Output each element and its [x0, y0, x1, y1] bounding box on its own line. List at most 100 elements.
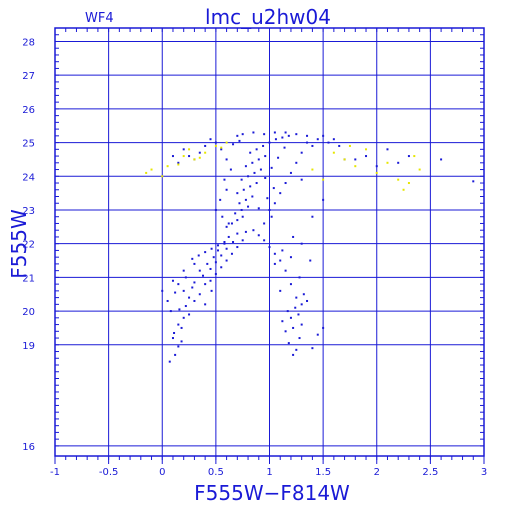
star-point-blue — [294, 306, 297, 309]
star-point-blue — [257, 234, 260, 237]
star-point-blue — [397, 161, 400, 164]
star-point-blue — [295, 296, 298, 299]
y-axis-title: F555W — [7, 209, 31, 279]
star-point-blue — [220, 148, 223, 151]
star-point-blue — [252, 229, 255, 232]
star-point-blue — [300, 151, 303, 154]
star-point-blue — [273, 252, 276, 255]
x-tick-label: -0.5 — [99, 467, 119, 478]
star-point-blue — [270, 166, 273, 169]
star-point-blue — [225, 188, 228, 191]
star-point-blue — [230, 252, 233, 255]
star-point-blue — [306, 141, 309, 144]
x-tick-label: 1.5 — [315, 467, 331, 478]
star-point-blue — [279, 289, 282, 292]
star-point-blue — [255, 148, 258, 151]
star-point-blue — [229, 168, 232, 171]
star-point-blue — [225, 247, 228, 250]
star-point-blue — [440, 158, 443, 161]
star-point-blue — [180, 326, 183, 329]
star-point-yellow — [214, 144, 217, 147]
star-point-blue — [182, 289, 185, 292]
star-point-blue — [263, 239, 266, 242]
star-point-blue — [249, 151, 252, 154]
star-point-blue — [268, 141, 271, 144]
star-point-blue — [242, 188, 245, 191]
chip-label: WF4 — [85, 11, 114, 26]
star-point-blue — [182, 148, 185, 151]
star-point-yellow — [386, 161, 389, 164]
star-point-blue — [198, 269, 201, 272]
star-point-blue — [289, 256, 292, 259]
star-point-blue — [281, 320, 284, 323]
star-point-blue — [209, 138, 212, 141]
star-point-blue — [193, 281, 196, 284]
star-point-blue — [238, 139, 241, 142]
star-point-blue — [268, 208, 271, 211]
star-point-blue — [264, 155, 267, 158]
star-point-yellow — [166, 165, 169, 168]
star-point-blue — [327, 141, 330, 144]
x-tick-label: 0.5 — [208, 467, 224, 478]
star-point-blue — [197, 254, 200, 257]
star-point-blue — [225, 158, 228, 161]
star-point-blue — [161, 289, 164, 292]
y-tick-label: 21 — [22, 273, 35, 284]
star-point-blue — [202, 274, 205, 277]
star-point-blue — [306, 134, 309, 137]
star-point-blue — [283, 146, 286, 149]
x-tick-label: -1 — [50, 467, 60, 478]
star-point-blue — [193, 262, 196, 265]
star-point-blue — [223, 178, 226, 181]
star-point-blue — [220, 254, 223, 257]
star-point-blue — [219, 198, 222, 201]
star-point-blue — [188, 296, 191, 299]
star-point-yellow — [204, 151, 207, 154]
star-point-blue — [171, 155, 174, 158]
star-point-blue — [214, 141, 217, 144]
star-point-blue — [168, 360, 171, 363]
star-point-blue — [221, 215, 224, 218]
star-point-blue — [241, 239, 244, 242]
star-point-yellow — [322, 178, 325, 181]
star-point-blue — [177, 345, 180, 348]
star-point-blue — [263, 133, 266, 136]
star-point-blue — [316, 138, 319, 141]
star-point-blue — [174, 353, 177, 356]
star-point-blue — [272, 187, 275, 190]
star-point-blue — [212, 256, 215, 259]
y-tick-label: 26 — [22, 105, 35, 116]
star-point-blue — [386, 148, 389, 151]
star-point-blue — [300, 303, 303, 306]
star-point-blue — [236, 134, 239, 137]
star-point-blue — [253, 171, 256, 174]
star-point-blue — [284, 182, 287, 185]
star-point-blue — [292, 353, 295, 356]
star-point-blue — [223, 241, 226, 243]
star-point-blue — [262, 144, 265, 147]
star-point-blue — [188, 313, 191, 316]
star-point-blue — [279, 259, 282, 262]
star-point-blue — [171, 279, 174, 282]
star-point-blue — [251, 195, 254, 198]
star-point-blue — [174, 291, 177, 294]
star-point-blue — [204, 303, 207, 306]
y-tick-label: 27 — [22, 71, 35, 82]
star-point-blue — [322, 198, 325, 201]
star-point-blue — [287, 342, 290, 345]
star-point-blue — [247, 205, 250, 208]
star-point-blue — [316, 333, 319, 336]
star-point-yellow — [332, 151, 335, 154]
star-point-blue — [236, 219, 239, 222]
star-point-blue — [204, 144, 207, 147]
star-point-yellow — [354, 165, 357, 168]
star-point-blue — [244, 198, 247, 201]
star-point-yellow — [375, 171, 378, 174]
star-point-blue — [298, 337, 301, 340]
star-point-yellow — [182, 155, 185, 158]
star-point-blue — [188, 155, 191, 158]
y-tick-label: 28 — [22, 37, 35, 48]
star-point-yellow — [161, 175, 164, 178]
